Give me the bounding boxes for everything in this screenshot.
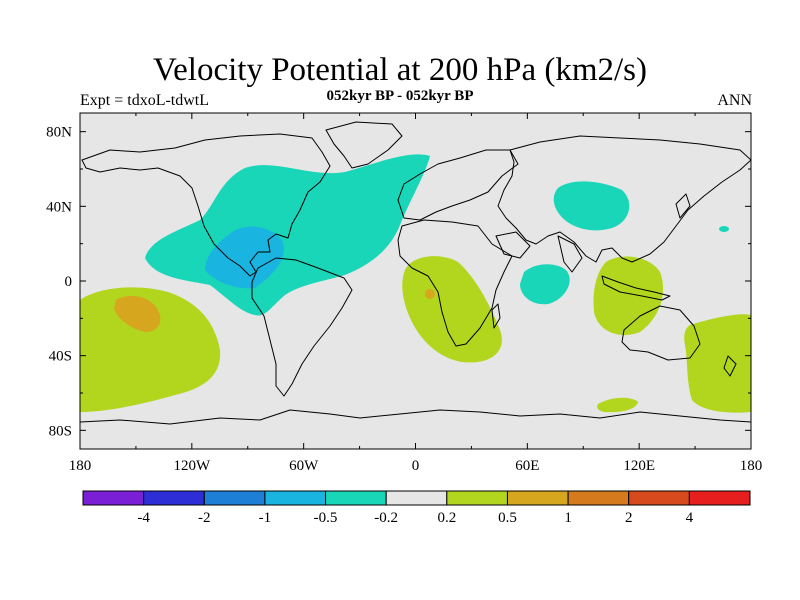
coast-south-america	[251, 257, 353, 397]
lon-tick-label: 120E	[623, 458, 655, 474]
lon-tick-label: 0	[412, 458, 420, 474]
colorbar-swatch	[628, 490, 690, 506]
colorbar-label: -4	[137, 510, 150, 526]
coast-australia	[621, 305, 701, 361]
colorbar-label: 1	[564, 510, 572, 526]
lon-tick-label: 60E	[515, 458, 539, 474]
coast-greenland	[325, 121, 403, 169]
colorbar-swatch	[203, 490, 266, 506]
colorbar-label: 0.5	[498, 510, 517, 526]
coast-japan	[675, 193, 691, 219]
contour-neg05-central-america	[205, 226, 284, 289]
coast-indonesia	[601, 275, 671, 301]
colorbar-label: 0.2	[437, 510, 456, 526]
latitude-axis: 80N 40N 0 40S 80S	[46, 125, 751, 439]
colorbar-swatch	[567, 490, 630, 506]
colorbar-label: -0.5	[314, 510, 338, 526]
colorbar-swatch	[82, 490, 145, 506]
contour-pos-south	[597, 397, 638, 413]
contour-pos-africa	[402, 256, 502, 363]
coast-arabia	[495, 231, 531, 259]
coast-madagascar	[491, 303, 501, 329]
contour-neg-indian-ocean	[520, 264, 570, 305]
lat-tick-label: 80N	[46, 125, 72, 141]
lat-tick-label: 0	[65, 274, 73, 290]
contour-pos-sw-pacific	[684, 314, 751, 413]
map-title: Velocity Potential at 200 hPa (km2/s)	[152, 52, 648, 88]
contour-neg-spot	[719, 226, 729, 232]
coast-asia	[497, 135, 751, 263]
contour-pos05-pacific	[114, 295, 161, 332]
coast-europe	[397, 149, 519, 221]
lon-tick-label: 180	[740, 458, 763, 474]
map-subtitle: 052kyr BP - 052kyr BP	[326, 88, 474, 104]
coast-new-zealand	[723, 355, 737, 377]
colorbar-label: 2	[625, 510, 633, 526]
colorbar-label: 4	[686, 510, 694, 526]
lat-tick-label: 40S	[49, 349, 72, 365]
coast-india	[557, 235, 583, 273]
season-label: ANN	[717, 92, 752, 109]
contour-fields	[80, 154, 751, 413]
lat-tick-label: 40N	[46, 199, 72, 215]
coast-antarctica	[80, 409, 751, 425]
colorbar-swatch	[264, 490, 327, 506]
colorbar-swatch	[325, 490, 387, 506]
experiment-label: Expt = tdxoL-tdwtL	[80, 92, 210, 109]
coast-north-america	[81, 133, 331, 277]
coastlines	[80, 121, 751, 425]
lon-tick-label: 60W	[289, 458, 319, 474]
colorbar-label: -1	[259, 510, 272, 526]
contour-pos-maritime	[593, 256, 664, 336]
lon-tick-label: 180	[69, 458, 92, 474]
colorbar-swatch	[143, 490, 205, 506]
contour-pos05-spot	[425, 289, 435, 299]
lat-tick-label: 80S	[49, 423, 72, 439]
coast-africa	[397, 219, 513, 347]
colorbar-swatch	[688, 490, 751, 506]
colorbar-label: -0.2	[374, 510, 398, 526]
colorbar-swatch	[506, 490, 569, 506]
longitude-axis: 180 120W 60W 0 60E 120E 180	[69, 113, 763, 474]
colorbar-label: -2	[198, 510, 211, 526]
colorbar-swatch	[385, 490, 448, 506]
contour-neg-asia	[553, 181, 630, 231]
colorbar: -4 -2 -1 -0.5 -0.2 0.2 0.5 1 2 4	[82, 490, 751, 526]
lon-tick-label: 120W	[173, 458, 211, 474]
contour-pos-pacific	[80, 287, 221, 412]
colorbar-swatch	[446, 490, 508, 506]
